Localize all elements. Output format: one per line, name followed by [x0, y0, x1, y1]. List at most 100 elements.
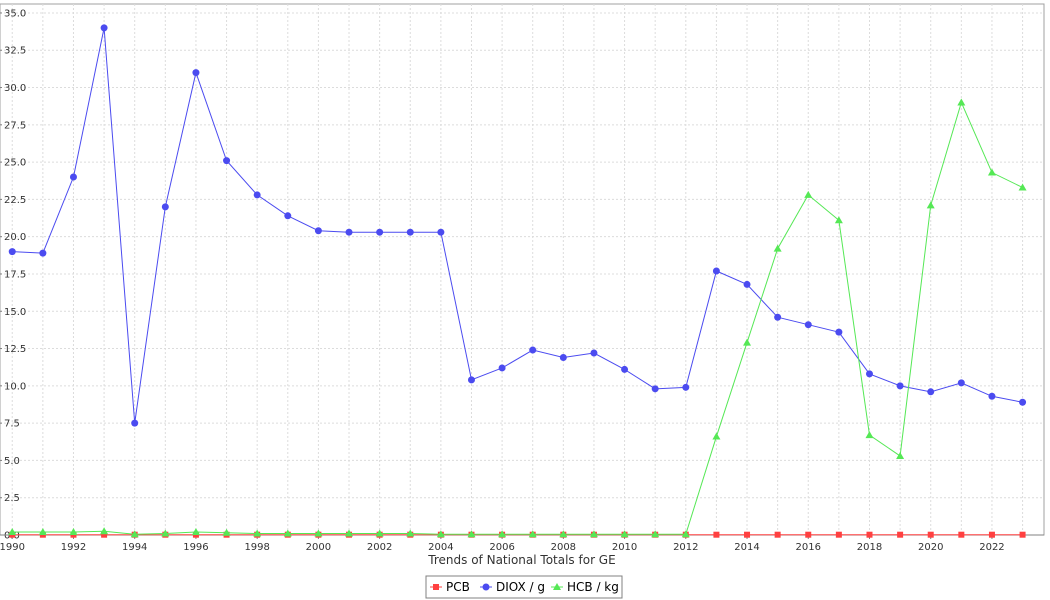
data-point — [1019, 398, 1027, 406]
data-point — [376, 228, 384, 236]
data-point — [498, 530, 507, 538]
x-tick-label: 2000 — [306, 542, 331, 553]
data-point — [987, 168, 996, 176]
data-point — [590, 349, 598, 357]
legend-label: PCB — [446, 580, 470, 594]
data-point — [896, 451, 905, 459]
data-point — [621, 365, 629, 373]
data-point — [314, 227, 322, 235]
data-point — [988, 531, 995, 538]
legend-label: DIOX / g — [496, 580, 545, 594]
y-tick-label: 15.0 — [4, 307, 26, 318]
x-tick-label: 1996 — [183, 542, 208, 553]
data-point — [865, 370, 873, 378]
legend-box — [425, 575, 623, 599]
data-point — [651, 530, 660, 538]
data-point — [436, 530, 445, 538]
series-line — [12, 27, 1023, 424]
x-tick-label: 2022 — [979, 542, 1004, 553]
data-point — [100, 24, 108, 32]
x-tick-label: 2006 — [489, 542, 514, 553]
data-point — [774, 313, 782, 321]
data-point — [253, 191, 261, 199]
data-point — [744, 531, 751, 538]
x-tick-label: 2004 — [428, 542, 453, 553]
data-point — [773, 244, 782, 252]
data-point — [620, 530, 629, 538]
data-point — [130, 530, 139, 538]
plot-background — [0, 3, 1045, 536]
data-point — [835, 531, 842, 538]
data-point — [69, 173, 77, 181]
data-point — [958, 531, 965, 538]
series-diox-g — [8, 24, 1027, 427]
data-point — [988, 392, 996, 400]
data-point — [345, 228, 353, 236]
data-point — [957, 98, 966, 106]
series-hcb-kg — [8, 98, 1027, 538]
data-point — [927, 531, 934, 538]
legend-marker — [433, 584, 439, 590]
data-point — [897, 531, 904, 538]
data-point — [406, 529, 415, 537]
x-axis-title: Trends of National Totals for GE — [427, 553, 615, 567]
data-point — [713, 531, 720, 538]
data-point — [101, 531, 108, 538]
y-tick-label: 22.5 — [4, 195, 26, 206]
data-point — [682, 383, 690, 391]
grid-lines — [0, 4, 1044, 535]
y-tick-label: 25.0 — [4, 158, 26, 169]
x-axis: 1990 1992 1994 1996 1998 2000 2002 2004 2006 2008… — [0, 534, 1044, 553]
data-point — [253, 529, 262, 537]
x-tick-label: 1992 — [61, 542, 86, 553]
data-point — [223, 157, 231, 165]
y-tick-label: 32.5 — [4, 46, 26, 57]
data-point — [284, 212, 292, 220]
data-point — [191, 528, 200, 536]
data-point — [927, 388, 935, 396]
data-point — [314, 529, 323, 537]
y-axis: 0.02.55.07.510.012.515.017.520.022.525.0… — [0, 8, 26, 542]
data-point — [774, 531, 781, 538]
data-point — [1018, 183, 1027, 191]
y-tick-label: 27.5 — [4, 120, 26, 131]
y-tick-label: 5.0 — [4, 456, 20, 467]
x-tick-label: 2014 — [734, 542, 759, 553]
data-point — [529, 346, 537, 354]
data-point — [467, 376, 475, 384]
data-point — [498, 364, 506, 372]
data-point — [957, 379, 965, 387]
data-point — [161, 529, 170, 537]
data-point — [8, 248, 16, 256]
x-tick-label: 2018 — [857, 542, 882, 553]
data-point — [437, 228, 445, 236]
series-line — [12, 100, 1023, 535]
data-point — [192, 69, 200, 77]
x-tick-label: 1998 — [244, 542, 269, 553]
x-tick-label: 2008 — [551, 542, 576, 553]
data-point — [559, 354, 567, 362]
data-point — [926, 201, 935, 209]
y-tick-label: 2.5 — [4, 493, 20, 504]
x-tick-label: 1990 — [0, 542, 25, 553]
data-point — [559, 530, 568, 538]
data-point — [8, 528, 17, 536]
x-tick-label: 2016 — [796, 542, 821, 553]
data-point — [865, 431, 874, 439]
data-point — [712, 432, 721, 440]
series-layer — [8, 24, 1027, 538]
legend: PCB DIOX / g HCB / kg — [425, 575, 623, 599]
data-point — [804, 321, 812, 329]
data-point — [69, 528, 78, 536]
data-point — [1019, 531, 1026, 538]
y-tick-label: 12.5 — [4, 344, 26, 355]
data-point — [528, 530, 537, 538]
data-point — [345, 529, 354, 537]
y-tick-label: 35.0 — [4, 8, 26, 19]
x-tick-label: 2010 — [612, 542, 637, 553]
y-tick-label: 17.5 — [4, 269, 26, 280]
data-point — [681, 530, 690, 538]
y-tick-label: 20.0 — [4, 232, 26, 243]
data-point — [804, 190, 813, 198]
